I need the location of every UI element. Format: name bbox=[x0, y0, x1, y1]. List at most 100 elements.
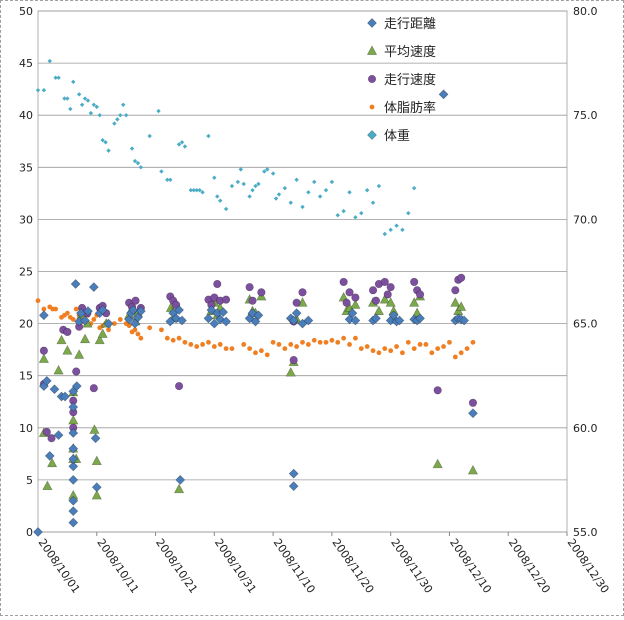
data-point bbox=[64, 310, 70, 316]
data-point bbox=[42, 427, 51, 437]
y-left-tick-label: 30 bbox=[19, 213, 33, 226]
data-point bbox=[68, 454, 79, 464]
data-point bbox=[303, 315, 314, 326]
data-point bbox=[47, 58, 52, 64]
data-point bbox=[68, 474, 79, 485]
data-point bbox=[68, 506, 79, 517]
data-point bbox=[371, 296, 381, 305]
data-point bbox=[468, 398, 478, 407]
data-point bbox=[394, 223, 399, 228]
data-point bbox=[65, 96, 70, 101]
data-point bbox=[39, 346, 48, 355]
data-point bbox=[176, 142, 182, 147]
data-point bbox=[258, 348, 264, 354]
data-point bbox=[323, 339, 329, 345]
data-point bbox=[35, 87, 41, 93]
data-point bbox=[415, 290, 425, 299]
data-point bbox=[175, 474, 186, 485]
data-point bbox=[451, 286, 460, 295]
data-point bbox=[130, 318, 140, 329]
data-point bbox=[53, 430, 64, 441]
data-point bbox=[74, 349, 85, 359]
data-point bbox=[229, 346, 235, 352]
data-point bbox=[68, 443, 79, 454]
y-right-tick-label: 70.0 bbox=[573, 213, 598, 226]
data-point bbox=[264, 352, 270, 358]
axes: 0 5 10 15 20 25 30 35 40 45 50 55.0 60.0 65.0 70.0 75.0… bbox=[19, 5, 612, 596]
data-point bbox=[256, 181, 261, 187]
legend-label: 走行速度 bbox=[384, 72, 436, 88]
data-point bbox=[173, 483, 185, 494]
data-point bbox=[285, 366, 296, 377]
data-point bbox=[85, 98, 91, 103]
data-point bbox=[229, 183, 235, 189]
data-point bbox=[288, 200, 293, 205]
data-point bbox=[212, 175, 217, 180]
data-point bbox=[265, 167, 270, 172]
data-point bbox=[370, 200, 376, 205]
data-point bbox=[358, 346, 364, 352]
data-point bbox=[457, 273, 466, 282]
data-point bbox=[306, 190, 311, 195]
data-point bbox=[368, 286, 378, 295]
data-point bbox=[68, 461, 79, 472]
data-point bbox=[112, 121, 117, 126]
data-point bbox=[406, 210, 411, 216]
data-point bbox=[68, 106, 73, 112]
data-point bbox=[73, 306, 79, 312]
data-point bbox=[33, 527, 43, 537]
data-point bbox=[94, 104, 99, 110]
y-left-tick-label: 10 bbox=[19, 422, 33, 435]
data-point bbox=[241, 181, 246, 187]
data-point bbox=[38, 353, 49, 363]
data-point bbox=[411, 346, 417, 352]
data-point bbox=[235, 179, 241, 185]
data-point bbox=[70, 279, 81, 289]
data-point bbox=[452, 354, 458, 360]
data-point bbox=[68, 517, 79, 528]
data-point bbox=[63, 327, 72, 337]
data-point bbox=[91, 455, 102, 466]
x-tick-label: 2008/11/30 bbox=[388, 536, 435, 595]
data-point bbox=[417, 342, 423, 347]
data-point bbox=[380, 277, 389, 287]
y-right-tick-label: 65.0 bbox=[573, 318, 598, 331]
data-point bbox=[206, 339, 211, 345]
data-point bbox=[131, 296, 140, 305]
x-tick-label: 2008/12/20 bbox=[506, 536, 553, 595]
data-point bbox=[72, 367, 81, 376]
data-point bbox=[123, 113, 129, 118]
data-point bbox=[68, 495, 79, 506]
data-point bbox=[221, 295, 231, 304]
series-3 bbox=[35, 298, 476, 360]
data-point bbox=[47, 457, 58, 468]
data-point bbox=[83, 306, 93, 317]
data-point bbox=[282, 346, 288, 352]
y-left-tick-label: 15 bbox=[19, 370, 33, 383]
data-point bbox=[42, 480, 53, 491]
data-point bbox=[132, 312, 143, 323]
data-point bbox=[311, 337, 317, 343]
x-tick-label: 2008/10/21 bbox=[153, 536, 200, 595]
data-point bbox=[405, 339, 411, 345]
legend-marker bbox=[369, 104, 375, 110]
data-point bbox=[91, 317, 97, 322]
series-0 bbox=[33, 89, 478, 537]
data-point bbox=[415, 313, 425, 324]
data-point bbox=[118, 113, 123, 118]
data-point bbox=[91, 489, 102, 500]
x-tick-label: 2008/12/10 bbox=[447, 536, 494, 595]
data-point bbox=[350, 315, 361, 326]
data-point bbox=[282, 185, 288, 191]
data-point bbox=[53, 75, 58, 80]
data-point bbox=[188, 188, 194, 193]
x-tick-label: 2008/10/01 bbox=[36, 536, 83, 595]
data-point bbox=[345, 288, 354, 297]
legend-label: 体脂肪率 bbox=[384, 100, 436, 116]
data-point bbox=[329, 179, 335, 185]
data-point bbox=[147, 325, 153, 331]
data-point bbox=[432, 458, 443, 469]
data-point bbox=[298, 288, 307, 297]
data-point bbox=[382, 346, 388, 352]
data-point bbox=[191, 188, 196, 193]
